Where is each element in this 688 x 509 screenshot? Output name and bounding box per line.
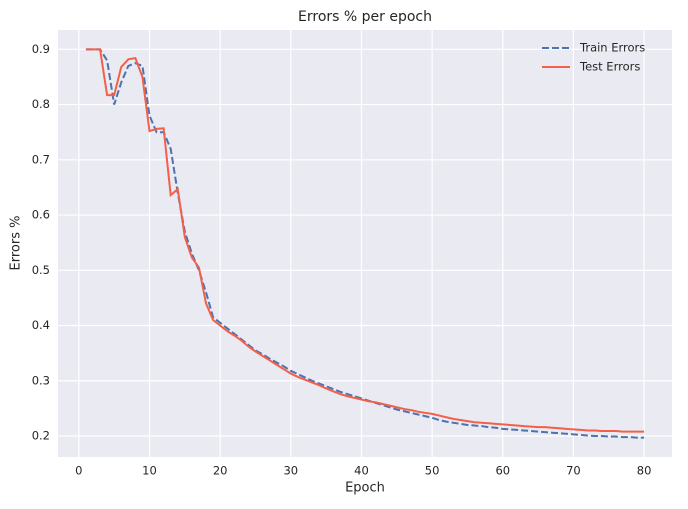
line-series [85,48,645,433]
y-tick-label: 0.8 [32,97,50,111]
y-tick-label: 0.6 [32,208,50,222]
x-tick-label: 10 [142,464,157,478]
x-tick-label: 20 [213,464,228,478]
y-tick-label: 0.2 [32,429,50,443]
y-tick-label: 0.3 [32,373,50,387]
x-tick-label: 40 [354,464,369,478]
x-tick-label: 30 [283,464,298,478]
y-tick-label: 0.4 [32,318,50,332]
x-tick-label: 60 [495,464,510,478]
y-tick-label: 0.5 [32,263,50,277]
legend-label: Test Errors [579,60,640,74]
chart-title: Errors % per epoch [298,9,432,25]
x-tick-label: 50 [425,464,440,478]
x-tick-label: 0 [75,464,82,478]
y-tick-label: 0.9 [32,42,50,56]
y-axis-label: Errors % [9,216,24,271]
x-axis-label: Epoch [345,481,385,496]
legend-label: Train Errors [579,41,645,55]
plot-area [58,30,672,457]
x-tick-label: 70 [566,464,581,478]
y-tick-label: 0.7 [32,152,50,166]
x-tick-label: 80 [637,464,652,478]
